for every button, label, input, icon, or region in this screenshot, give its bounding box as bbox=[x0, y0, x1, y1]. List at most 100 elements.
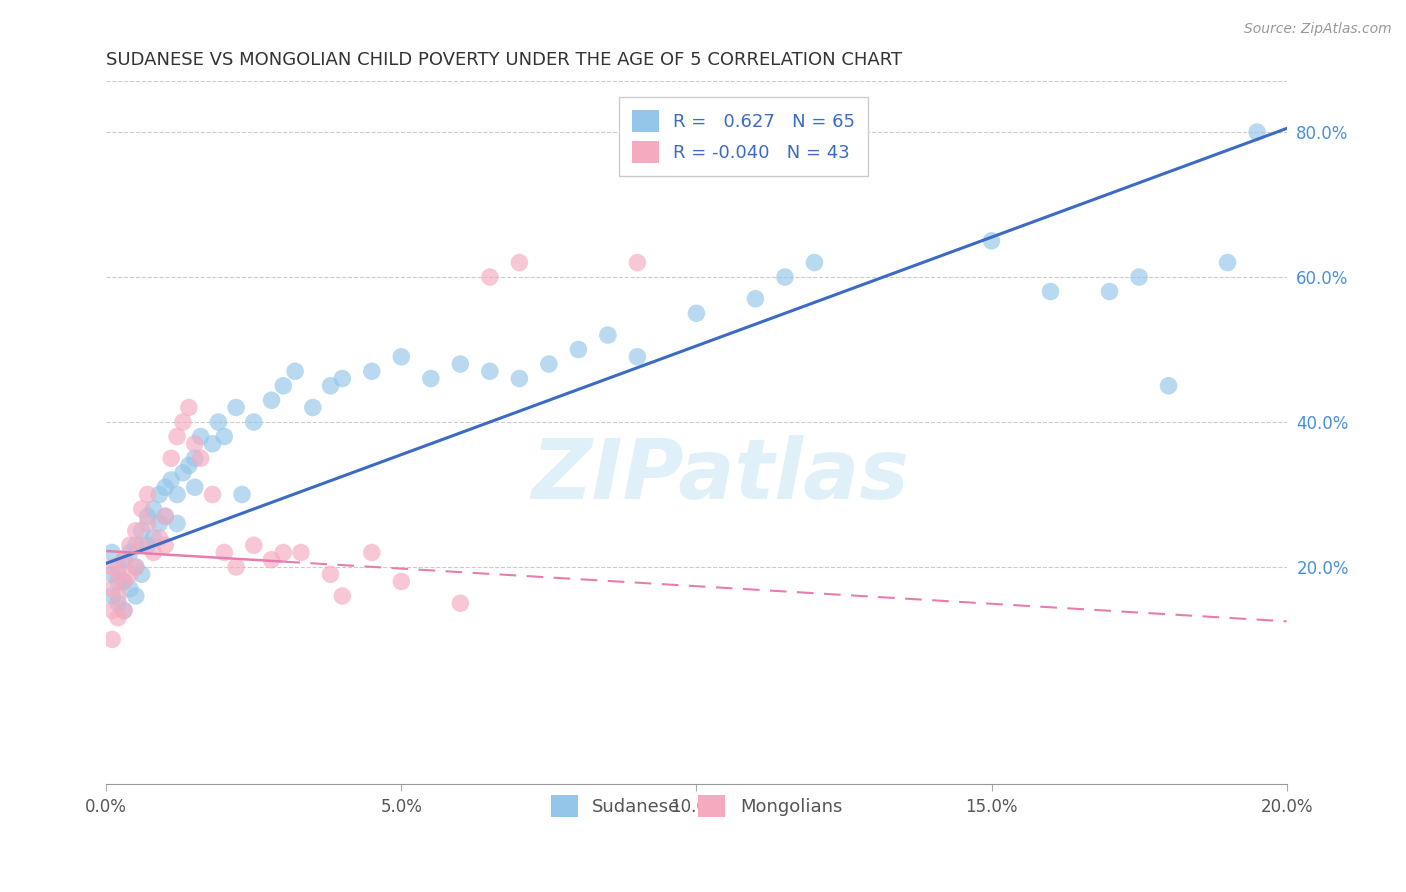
Point bbox=[148, 516, 170, 531]
Point bbox=[177, 401, 200, 415]
Point bbox=[1216, 255, 1239, 269]
Point bbox=[449, 596, 471, 610]
Point bbox=[319, 567, 342, 582]
Point bbox=[231, 487, 253, 501]
Text: SUDANESE VS MONGOLIAN CHILD POVERTY UNDER THE AGE OF 5 CORRELATION CHART: SUDANESE VS MONGOLIAN CHILD POVERTY UNDE… bbox=[107, 51, 903, 69]
Point bbox=[271, 378, 294, 392]
Point bbox=[271, 545, 294, 559]
Point bbox=[626, 255, 648, 269]
Point bbox=[101, 560, 124, 574]
Point bbox=[131, 538, 153, 552]
Point bbox=[242, 415, 264, 429]
Point bbox=[136, 516, 159, 531]
Point bbox=[319, 378, 342, 392]
Point bbox=[112, 574, 135, 589]
Point bbox=[112, 553, 135, 567]
Point bbox=[773, 270, 796, 285]
Point bbox=[260, 553, 283, 567]
Point bbox=[125, 560, 148, 574]
Point bbox=[155, 538, 177, 552]
Point bbox=[449, 357, 471, 371]
Point bbox=[101, 603, 124, 617]
Text: Source: ZipAtlas.com: Source: ZipAtlas.com bbox=[1244, 22, 1392, 37]
Point bbox=[626, 350, 648, 364]
Point bbox=[136, 509, 159, 524]
Point bbox=[131, 502, 153, 516]
Point bbox=[980, 234, 1002, 248]
Point bbox=[225, 560, 247, 574]
Point bbox=[389, 350, 412, 364]
Point bbox=[155, 509, 177, 524]
Point bbox=[148, 531, 170, 545]
Point bbox=[260, 393, 283, 408]
Text: ZIPatlas: ZIPatlas bbox=[531, 434, 908, 516]
Point bbox=[1098, 285, 1121, 299]
Point bbox=[214, 545, 236, 559]
Point bbox=[207, 415, 229, 429]
Point bbox=[155, 509, 177, 524]
Point bbox=[112, 553, 135, 567]
Point bbox=[160, 473, 183, 487]
Point bbox=[537, 357, 560, 371]
Point bbox=[478, 364, 501, 378]
Point bbox=[190, 429, 212, 443]
Point bbox=[107, 611, 129, 625]
Point bbox=[142, 545, 165, 559]
Point bbox=[118, 545, 141, 559]
Point bbox=[131, 524, 153, 538]
Point bbox=[360, 364, 382, 378]
Point bbox=[184, 436, 207, 450]
Point bbox=[101, 582, 124, 596]
Point bbox=[290, 545, 312, 559]
Point bbox=[201, 487, 224, 501]
Point bbox=[596, 328, 619, 343]
Point bbox=[214, 429, 236, 443]
Point bbox=[142, 531, 165, 545]
Point bbox=[242, 538, 264, 552]
Point bbox=[1039, 285, 1062, 299]
Point bbox=[155, 480, 177, 494]
Point bbox=[166, 516, 188, 531]
Point bbox=[136, 538, 159, 552]
Point bbox=[508, 371, 530, 385]
Point bbox=[389, 574, 412, 589]
Point bbox=[101, 632, 124, 647]
Point bbox=[101, 589, 124, 603]
Point bbox=[330, 589, 353, 603]
Point bbox=[107, 596, 129, 610]
Point bbox=[419, 371, 441, 385]
Point bbox=[172, 415, 194, 429]
Point bbox=[118, 538, 141, 552]
Point bbox=[166, 487, 188, 501]
Point bbox=[160, 451, 183, 466]
Point bbox=[136, 487, 159, 501]
Point bbox=[166, 429, 188, 443]
Point bbox=[1157, 378, 1180, 392]
Point bbox=[112, 603, 135, 617]
Point bbox=[567, 343, 589, 357]
Point bbox=[101, 545, 124, 559]
Point bbox=[685, 306, 707, 320]
Point bbox=[142, 502, 165, 516]
Point bbox=[744, 292, 766, 306]
Point bbox=[190, 451, 212, 466]
Point bbox=[125, 524, 148, 538]
Point bbox=[131, 567, 153, 582]
Point bbox=[803, 255, 825, 269]
Point bbox=[478, 270, 501, 285]
Point bbox=[107, 567, 129, 582]
Point bbox=[201, 436, 224, 450]
Point bbox=[301, 401, 323, 415]
Point bbox=[1128, 270, 1150, 285]
Point bbox=[148, 487, 170, 501]
Point bbox=[184, 451, 207, 466]
Point bbox=[107, 589, 129, 603]
Point bbox=[112, 603, 135, 617]
Point bbox=[1246, 125, 1268, 139]
Point bbox=[508, 255, 530, 269]
Point bbox=[172, 466, 194, 480]
Point bbox=[118, 582, 141, 596]
Point bbox=[225, 401, 247, 415]
Point bbox=[125, 538, 148, 552]
Point bbox=[112, 574, 135, 589]
